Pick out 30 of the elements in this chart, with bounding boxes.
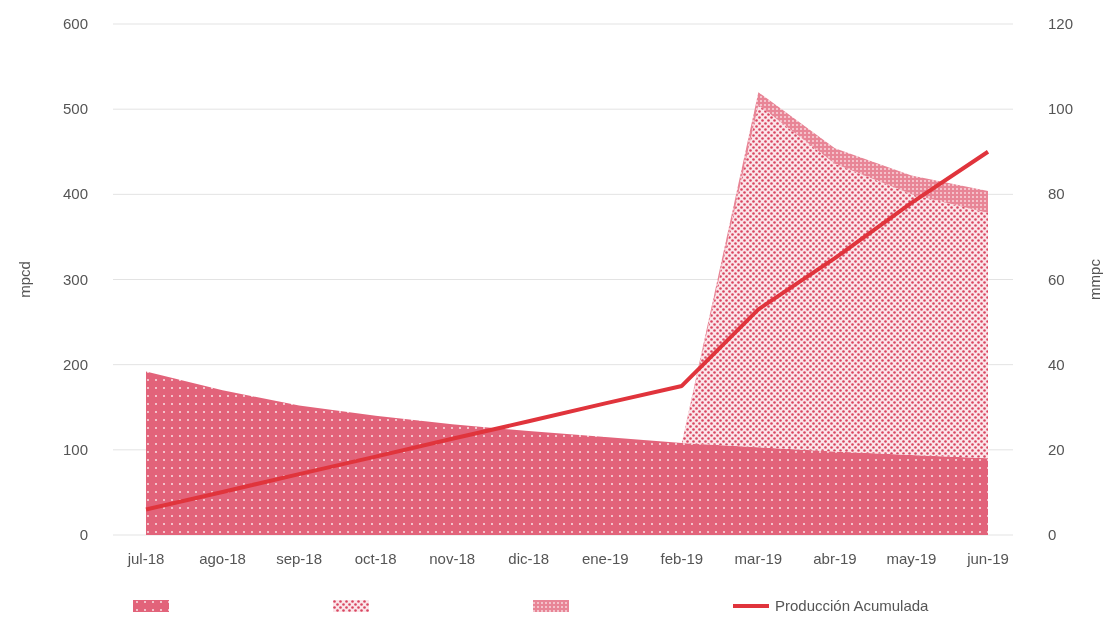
y2-tick-label: 80 — [1048, 185, 1065, 203]
y2-tick-label: 20 — [1048, 440, 1065, 458]
y-tick-label: 500 — [62, 100, 88, 118]
y-tick-label: 100 — [62, 440, 88, 458]
y2-tick-label: 40 — [1048, 355, 1065, 373]
y-tick-label: 300 — [62, 270, 88, 288]
line-series — [144, 149, 990, 512]
x-tick-label: ene-19 — [581, 550, 629, 567]
y2-tick-label: 100 — [1048, 100, 1074, 118]
y-tick-label: 0 — [79, 526, 88, 543]
y2-tick-label: 120 — [1048, 15, 1074, 32]
x-tick-label: jun-19 — [966, 550, 1009, 567]
legend-label: Producción Acumulada — [775, 597, 930, 614]
y-tick-label: 200 — [62, 355, 88, 373]
y2-axis-title: mmpc — [1086, 258, 1103, 300]
y-axis-title: mpcd — [16, 261, 33, 298]
y-tick-label: 400 — [62, 185, 88, 203]
x-tick-label: mar-19 — [734, 550, 783, 567]
x-tick-label: ago-18 — [199, 550, 246, 567]
x-tick-label: abr-19 — [813, 550, 857, 567]
x-tick-label: sep-18 — [276, 550, 323, 567]
x-tick-label: jul-18 — [126, 550, 165, 567]
x-tick-label: oct-18 — [354, 550, 397, 567]
y2-tick-label: 60 — [1048, 270, 1065, 288]
x-tick-label: may-19 — [886, 550, 937, 567]
x-tick-label: feb-19 — [660, 550, 704, 567]
x-tick-label: dic-18 — [508, 550, 550, 567]
y-tick-label: 600 — [62, 15, 88, 32]
y2-tick-label: 0 — [1048, 526, 1057, 543]
x-tick-label: nov-18 — [429, 550, 476, 567]
